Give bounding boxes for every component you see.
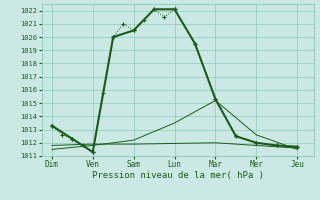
X-axis label: Pression niveau de la mer( hPa ): Pression niveau de la mer( hPa ) <box>92 171 264 180</box>
